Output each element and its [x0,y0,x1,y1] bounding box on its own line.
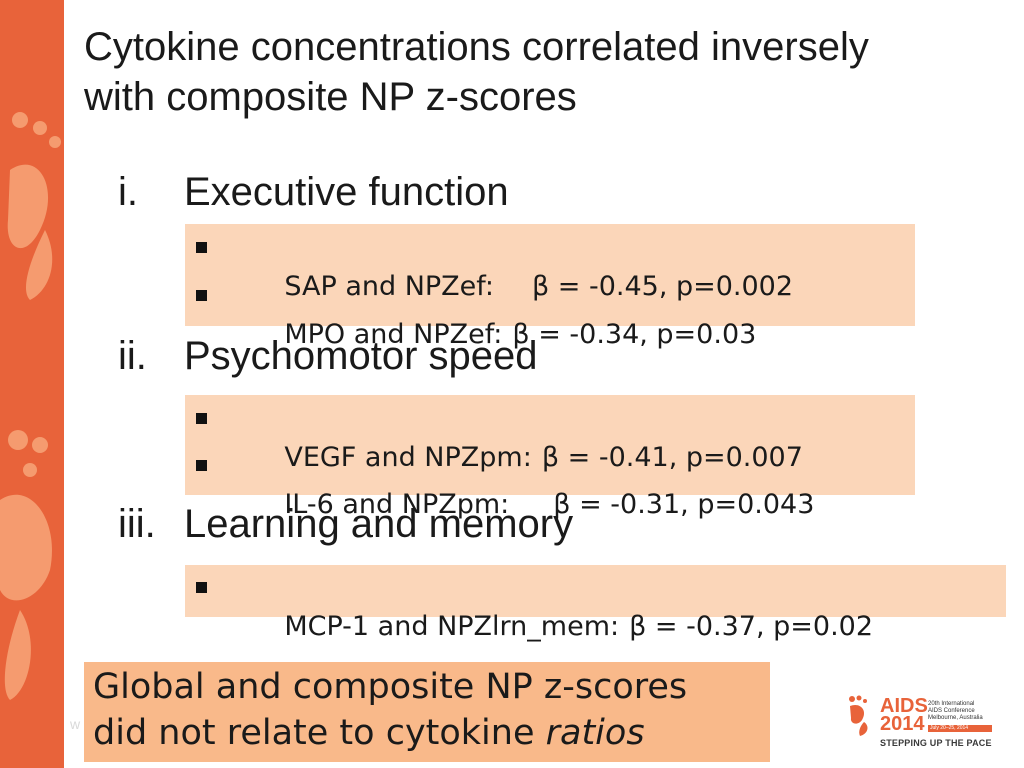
square-bullet-icon [196,413,207,424]
section-heading: Learning and memory [184,502,574,546]
logo-tagline: STEPPING UP THE PACE [880,738,992,748]
stat-pair: SAP and NPZef: [284,271,494,302]
logo-conference-text: 20th International AIDS Conference Melbo… [928,701,983,721]
stat-result: β = -0.41, p=0.007 [541,442,803,473]
stat-pair: VEGF and NPZpm: [284,442,532,473]
stats-box-executive-function: SAP and NPZef: β = -0.45, p=0.002 MPO and… [185,224,915,350]
stat-result: β = -0.34, p=0.03 [512,319,757,350]
stats-box-psychomotor-speed: VEGF and NPZpm: β = -0.41, p=0.007 IL-6 a… [185,395,915,520]
conclusion-box: Global and composite NP z-scores did not… [84,662,770,762]
stat-line-sap: SAP and NPZef: β = -0.45, p=0.002 [196,233,794,341]
stat-line-mpo: MPO and NPZef: β = -0.34, p=0.03 [196,281,757,389]
section-numeral: i. [118,170,138,214]
square-bullet-icon [196,582,207,593]
square-bullet-icon [196,460,207,471]
stats-box-learning-memory: MCP-1 and NPZlrn_mem: β = -0.37, p=0.02 [185,565,1006,642]
square-bullet-icon [196,242,207,253]
stat-line-mcp1: MCP-1 and NPZlrn_mem: β = -0.37, p=0.02 [196,573,874,681]
square-bullet-icon [196,290,207,301]
stat-line-vegf: VEGF and NPZpm: β = -0.41, p=0.007 [196,404,803,512]
section-heading: Executive function [184,170,509,214]
logo-dates: July 20–25, 2014 [928,725,992,732]
section-numeral: iii. [118,502,156,546]
section-learning-memory: iii. Learning and memory [118,500,573,548]
section-psychomotor-speed: ii. Psychomotor speed [118,332,538,380]
conclusion-text: did not relate to cytokine [93,713,546,753]
stat-pair: MCP-1 and NPZlrn_mem: [284,611,620,642]
conclusion-line-2: did not relate to cytokine ratios [93,711,645,755]
left-decorative-band [0,0,64,768]
stat-result: β = -0.31, p=0.043 [553,489,815,520]
aids-2014-logo: AIDS 2014 20th International AIDS Confer… [846,690,1018,754]
section-executive-function: i. Executive function [118,168,509,216]
stat-result: β = -0.45, p=0.002 [531,271,794,302]
slide-title: Cytokine concentrations correlated inver… [84,25,869,119]
conclusion-line-1: Global and composite NP z-scores [93,667,688,707]
stat-pair: MPO and NPZef: [284,319,503,350]
section-numeral: ii. [118,334,147,378]
stat-result: β = -0.37, p=0.02 [629,611,874,642]
logo-year-text: 2014 [880,713,925,735]
conclusion-emphasis: ratios [545,713,645,753]
stat-line-il6: IL-6 and NPZpm: β = -0.31, p=0.043 [196,451,815,559]
footprint-logo-icon [849,695,868,736]
footprint-pattern-icon [0,112,61,700]
footer-fragment: w [70,716,81,732]
logo-aids-text: AIDS [880,695,928,717]
section-heading: Psychomotor speed [184,334,538,378]
stat-pair: IL-6 and NPZpm: [284,489,510,520]
